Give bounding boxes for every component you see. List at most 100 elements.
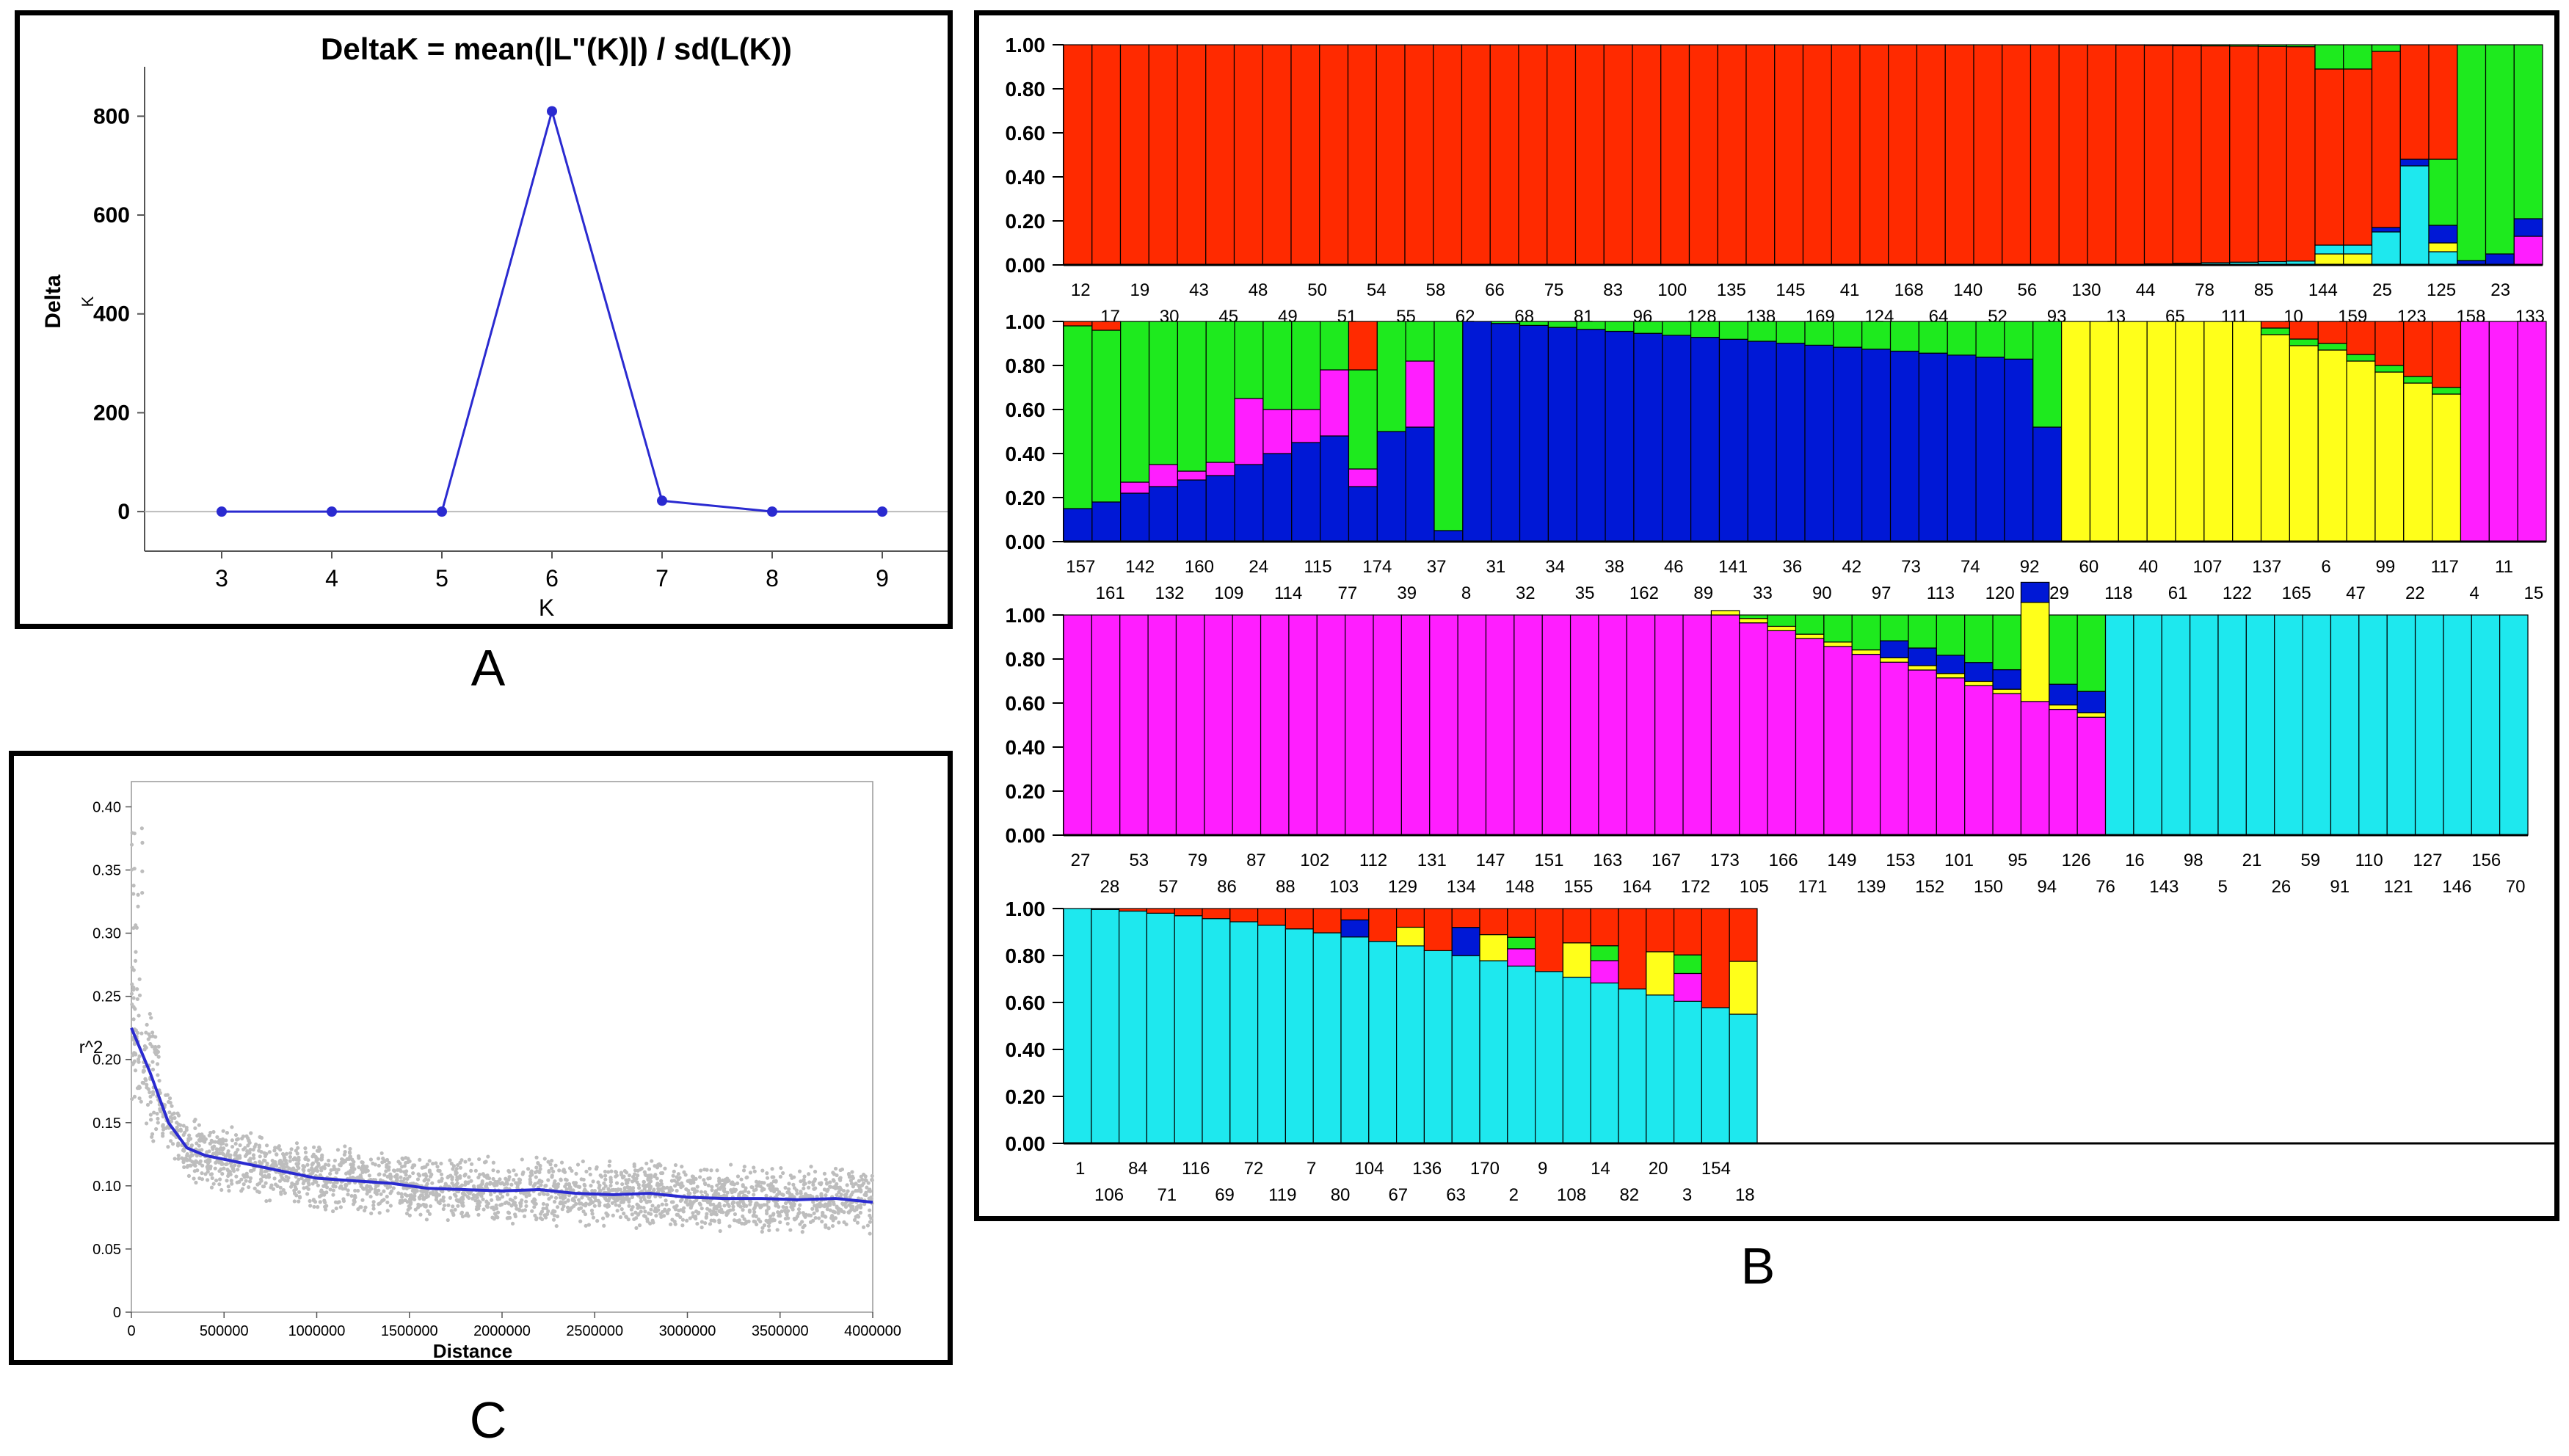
chart-c-scatter-point — [283, 1191, 287, 1195]
chart-c-scatter-point — [369, 1211, 374, 1216]
chart-b-bar-segment — [1673, 954, 1702, 975]
chart-b-bar-segment — [1861, 321, 1892, 350]
chart-b-bar-label: 73 — [1901, 557, 1921, 577]
chart-c-scatter-point — [820, 1219, 824, 1224]
chart-c-scatter-point — [314, 1159, 319, 1163]
chart-c-scatter-point — [634, 1226, 639, 1230]
chart-c-scatter-point — [584, 1169, 589, 1173]
chart-c-scatter-point — [504, 1186, 509, 1190]
chart-b-bar-label: 85 — [2254, 280, 2274, 300]
chart-c-scatter-point — [131, 996, 136, 1000]
chart-b-bar-label: 102 — [1300, 851, 1329, 870]
chart-c-scatter-point — [252, 1156, 256, 1160]
chart-c-scatter-point — [430, 1181, 435, 1185]
chart-c-scatter-point — [752, 1169, 757, 1173]
chart-c-scatter-point — [154, 1126, 159, 1132]
chart-c-scatter-point — [417, 1173, 422, 1178]
chart-c-scatter-point — [195, 1160, 199, 1165]
chart-c-scatter-point — [647, 1167, 652, 1171]
chart-c-scatter-point — [169, 1139, 173, 1143]
chart-c-scatter-point — [356, 1207, 360, 1212]
chart-c-scatter-point — [255, 1189, 260, 1193]
chart-b-bar-segment — [1262, 409, 1293, 454]
chart-c-y-tick-label: 0.35 — [92, 863, 121, 879]
chart-c-scatter-point — [789, 1205, 793, 1209]
chart-c-scatter-point — [548, 1162, 553, 1167]
chart-c-scatter-point — [259, 1170, 264, 1174]
chart-b-bar-segment — [1405, 360, 1435, 428]
chart-c-scatter-point — [620, 1182, 625, 1187]
chart-c-scatter-point — [735, 1174, 741, 1179]
chart-c-scatter-point — [140, 869, 145, 873]
chart-c-scatter-point — [697, 1201, 702, 1206]
chart-c-scatter-point — [627, 1173, 632, 1178]
chart-b-bar-segment — [1964, 685, 1994, 836]
chart-c-scatter-point — [870, 1173, 874, 1178]
chart-b-bar-label: 163 — [1593, 851, 1622, 870]
chart-c-scatter-point — [783, 1185, 788, 1190]
chart-b-bar-segment — [1479, 908, 1508, 936]
chart-c-x-label: Distance — [433, 1340, 512, 1360]
chart-c-scatter-point — [848, 1195, 852, 1199]
chart-c-scatter-point — [241, 1173, 247, 1178]
chart-c-scatter-point — [817, 1216, 821, 1220]
chart-b-bar-label: 127 — [2413, 851, 2442, 870]
chart-c-scatter-point — [700, 1206, 704, 1211]
chart-c-scatter-point — [559, 1160, 564, 1165]
chart-c-scatter-point — [352, 1167, 357, 1171]
chart-c-scatter-point — [346, 1188, 350, 1193]
chart-c-scatter-point — [546, 1178, 550, 1182]
chart-c-scatter-point — [396, 1191, 401, 1195]
chart-b-bar-segment — [1291, 409, 1321, 443]
chart-b-bar-label: 46 — [1664, 557, 1684, 577]
chart-c-scatter-point — [783, 1201, 788, 1206]
chart-c-scatter-point — [301, 1181, 305, 1186]
chart-b-bar-label: 48 — [1249, 280, 1268, 300]
chart-c-scatter-point — [366, 1168, 370, 1173]
chart-b-bar-segment — [2346, 354, 2376, 362]
chart-b-bar-label: 8 — [1461, 583, 1471, 603]
chart-b-bar-label: 157 — [1066, 557, 1095, 577]
chart-c-scatter-point — [537, 1192, 542, 1196]
chart-c-scatter-point — [839, 1193, 843, 1197]
chart-c-scatter-point — [305, 1192, 310, 1196]
chart-c-scatter-point — [624, 1181, 629, 1186]
chart-c-scatter-point — [396, 1160, 401, 1164]
chart-c-scatter-point — [468, 1190, 473, 1195]
chart-c-scatter-point — [415, 1177, 421, 1182]
chart-c-scatter-point — [368, 1185, 373, 1190]
chart-c-scatter-point — [642, 1198, 647, 1202]
chart-c-scatter-point — [275, 1184, 280, 1188]
chart-c-scatter-point — [459, 1158, 464, 1162]
chart-c-scatter-point — [389, 1189, 394, 1193]
chart-c-scatter-point — [261, 1174, 265, 1179]
chart-c-scatter-point — [705, 1212, 709, 1216]
chart-b-bar-segment — [1851, 614, 1881, 651]
chart-b-bar-segment — [2172, 44, 2202, 46]
chart-b-bar-segment — [1429, 614, 1458, 836]
chart-b-bar-segment — [1802, 44, 1832, 266]
chart-c-y-tick-label: 0.20 — [92, 1052, 121, 1069]
chart-c-scatter-point — [780, 1209, 784, 1214]
chart-b-bar-segment — [1347, 44, 1377, 266]
chart-c-scatter-point — [146, 1087, 150, 1091]
chart-c-scatter-point — [448, 1158, 452, 1162]
chart-a-y-tick-label: 400 — [93, 302, 130, 327]
chart-b-bar-segment — [1718, 338, 1748, 542]
chart-c-scatter-point — [479, 1183, 484, 1187]
chart-c-scatter-point — [709, 1212, 713, 1217]
panel-label-b: B — [1740, 1237, 1776, 1295]
chart-b-bar-segment — [1936, 673, 1966, 679]
chart-c-scatter-point — [318, 1173, 323, 1177]
chart-c-scatter-point — [351, 1202, 356, 1206]
chart-c-scatter-point — [503, 1201, 507, 1205]
chart-c-scatter-point — [506, 1201, 511, 1206]
chart-c-scatter-point — [259, 1149, 264, 1154]
chart-c-scatter-point — [646, 1177, 650, 1182]
chart-c-scatter-point — [203, 1159, 208, 1164]
chart-c-scatter-point — [855, 1220, 860, 1225]
chart-c-scatter-point — [228, 1170, 233, 1174]
chart-c-scatter-point — [148, 1094, 153, 1099]
chart-c-scatter-point — [824, 1177, 828, 1182]
chart-c-scatter-point — [402, 1176, 407, 1182]
